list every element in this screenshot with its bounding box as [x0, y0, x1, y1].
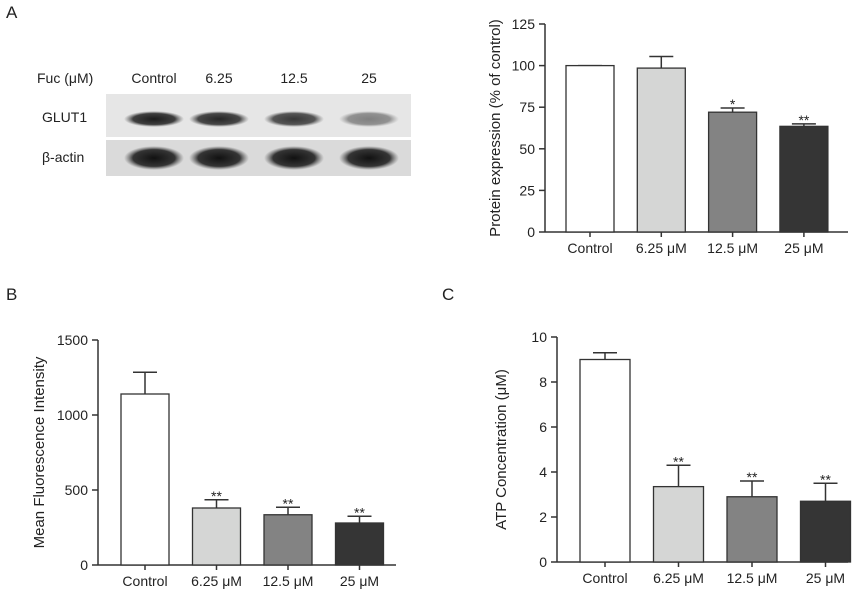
x-tick-label-6-25-m: 6.25 μM — [636, 240, 687, 256]
y-tick-label: 500 — [65, 482, 89, 498]
significance-marker-12-5-m: ** — [283, 495, 294, 511]
significance-marker-25-m: ** — [820, 471, 831, 487]
bar-12-5-m — [263, 514, 313, 566]
blot-row-label-beta-actin: β-actin — [42, 149, 84, 165]
x-tick-label-12-5-m: 12.5 μM — [263, 573, 314, 589]
blot-band-beta-actin-lane-2 — [189, 146, 249, 170]
bar-25-m — [334, 522, 385, 566]
panel-label-c: C — [442, 285, 454, 304]
bar-12-5-m — [707, 111, 758, 233]
blot-lane-label-25: 25 — [361, 70, 377, 86]
y-tick-label: 1000 — [57, 407, 88, 423]
panel-label-a: A — [6, 3, 18, 22]
bar-12-5-m — [726, 496, 778, 563]
bar-6-25-m — [636, 67, 686, 233]
chart-atp-concentration: 0 2 4 6 8 10 ATP Concentration (μM) Control ** 6.… — [493, 329, 852, 586]
y-axis-title: ATP Concentration (μM) — [493, 369, 510, 530]
blot-band-glut1-lane-2 — [189, 111, 249, 127]
blot-band-glut1-lane-4 — [339, 111, 399, 127]
bar-25-m — [779, 125, 829, 233]
blot-band-beta-actin-lane-1 — [124, 146, 184, 170]
blot-lane-label-12-5: 12.5 — [280, 70, 307, 86]
y-tick-label: 75 — [519, 99, 535, 115]
y-tick-label: 25 — [519, 182, 535, 198]
y-tick-label: 50 — [519, 141, 535, 157]
bar-control — [565, 64, 615, 233]
y-tick-label: 0 — [539, 554, 547, 570]
x-tick-label-control: Control — [122, 573, 167, 589]
blot-lane-label-6-25: 6.25 — [205, 70, 232, 86]
y-tick-label: 1500 — [57, 332, 88, 348]
blot-band-beta-actin-lane-4 — [339, 146, 399, 170]
significance-marker-25-m: ** — [354, 504, 365, 520]
significance-marker-12-5-m: * — [730, 96, 736, 112]
x-tick-label-control: Control — [582, 570, 627, 586]
x-tick-label-6-25-m: 6.25 μM — [191, 573, 242, 589]
significance-marker-25-m: ** — [798, 112, 809, 128]
y-axis-title: Mean Fluorescence Intensity — [31, 356, 48, 548]
blot-header-label: Fuc (μM) — [37, 70, 93, 86]
y-tick-label: 8 — [539, 374, 547, 390]
western-blot: Fuc (μM) Control 6.25 12.5 25 GLUT1 β-ac… — [37, 70, 411, 176]
x-tick-label-25-m: 25 μM — [784, 240, 823, 256]
y-tick-label: 2 — [539, 509, 547, 525]
blot-band-glut1-lane-3 — [264, 111, 324, 127]
chart-protein-expression: 0 25 50 75 100 125 Protein expression (% of co… — [487, 16, 848, 256]
blot-band-glut1-lane-1 — [124, 111, 184, 127]
bar-6-25-m — [191, 507, 242, 566]
significance-marker-12-5-m: ** — [747, 469, 758, 485]
x-tick-label-25-m: 25 μM — [340, 573, 379, 589]
bar-control — [579, 358, 631, 563]
x-tick-label-12-5-m: 12.5 μM — [707, 240, 758, 256]
y-tick-label: 4 — [539, 464, 547, 480]
chart-mean-fluorescence: 0 500 1000 1500 Mean Fluorescence Intensity C… — [31, 332, 396, 589]
panel-label-b: B — [6, 285, 17, 304]
y-tick-label: 6 — [539, 419, 547, 435]
bar-control — [120, 393, 170, 566]
bar-6-25-m — [652, 485, 705, 563]
x-tick-label-12-5-m: 12.5 μM — [727, 570, 778, 586]
x-tick-label-control: Control — [567, 240, 612, 256]
bar-25-m — [799, 500, 852, 563]
y-tick-label: 125 — [512, 16, 536, 32]
y-tick-label: 0 — [527, 224, 535, 240]
blot-band-beta-actin-lane-3 — [264, 146, 324, 170]
blot-lane-label-control: Control — [131, 70, 176, 86]
y-axis-title: Protein expression (% of control) — [487, 19, 504, 237]
significance-marker-6-25-m: ** — [673, 453, 684, 469]
x-tick-label-6-25-m: 6.25 μM — [653, 570, 704, 586]
blot-row-label-glut1: GLUT1 — [42, 109, 87, 125]
y-tick-label: 0 — [80, 557, 88, 573]
x-tick-label-25-m: 25 μM — [806, 570, 845, 586]
y-tick-label: 10 — [531, 329, 547, 345]
significance-marker-6-25-m: ** — [211, 488, 222, 504]
y-tick-label: 100 — [512, 58, 536, 74]
